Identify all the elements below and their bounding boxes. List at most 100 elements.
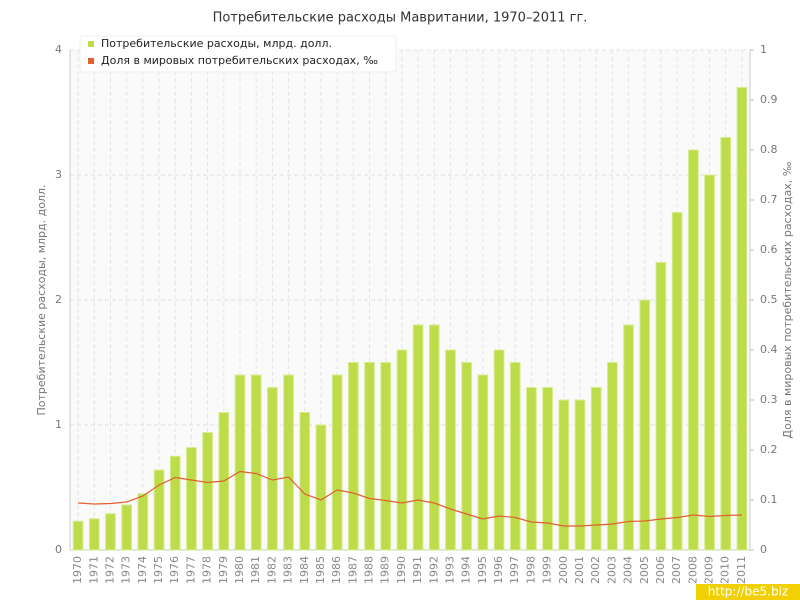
y2-tick-label: 0.6 [760,243,778,256]
x-tick-label: 1974 [136,556,149,584]
bar [687,149,699,551]
x-tick-label: 1973 [120,556,133,584]
x-tick-label: 2000 [557,556,570,584]
bar [299,412,311,551]
x-tick-label: 1976 [168,556,181,584]
legend-swatch [88,58,94,64]
x-tick-label: 1982 [265,556,278,584]
x-tick-label: 2003 [605,556,618,584]
bar [267,387,278,551]
bar [590,387,602,551]
line [78,470,742,527]
y-axis-label: Потребительские расходы, млрд. долл. [35,185,48,416]
bar [655,262,667,551]
x-tick-label: 1992 [427,556,440,584]
y-tick-label: 4 [55,43,62,56]
x-tick-label: 1995 [476,556,489,584]
x-tick-label: 1977 [184,556,197,584]
watermark: http://be5.biz [708,585,788,599]
bar [283,374,294,551]
x-tick-label: 1975 [152,556,165,584]
bar [153,469,165,551]
chart-title: Потребительские расходы Мавритании, 1970… [213,11,588,26]
x-tick-label: 2010 [719,556,732,584]
x-tick-label: 1985 [314,556,327,584]
x-tick-label: 1990 [395,556,408,584]
y2-tick-label: 0.5 [760,293,778,306]
x-tick-label: 1971 [87,556,100,584]
x-tick-label: 1979 [217,556,230,584]
bar [445,349,456,551]
bar [493,349,505,551]
bar [72,520,84,551]
x-tick-label: 1978 [201,556,214,584]
bar [558,399,570,551]
x-tick-label: 2002 [589,556,602,584]
y2-tick-label: 0.3 [760,393,778,406]
x-tick-label: 1987 [346,556,359,584]
x-tick-label: 2004 [622,556,635,584]
x-tick-label: 1972 [103,556,116,584]
bar [234,374,246,551]
bar [331,374,343,551]
x-tick-label: 1999 [541,556,554,584]
y2-tick-label: 0.1 [760,493,778,506]
y-tick-label: 0 [55,543,62,556]
bar [428,324,440,551]
legend-label: Доля в мировых потребительских расходах,… [101,54,378,67]
bar [736,87,748,551]
bar [186,447,197,551]
bar [105,513,116,551]
x-tick-label: 1980 [233,556,246,584]
bar [250,374,262,551]
bar [704,174,715,551]
bar [169,455,181,551]
x-tick-label: 1983 [282,556,295,584]
x-tick-label: 1996 [492,556,505,584]
bar [509,362,521,551]
bar [88,518,100,551]
bar [477,374,489,551]
x-tick-label: 1993 [443,556,456,584]
bar [121,504,133,551]
y2-tick-label: 0.2 [760,443,778,456]
bar [315,424,327,551]
x-tick-label: 1984 [298,556,311,584]
x-tick-label: 2005 [638,556,651,584]
legend-swatch [88,41,94,47]
x-tick-label: 2009 [703,556,716,584]
bar [347,362,359,551]
y2-tick-label: 0.8 [760,143,778,156]
x-tick-label: 2008 [686,556,699,584]
bar [671,212,683,551]
y2-axis-label: Доля в мировых потребительских расходах,… [781,161,794,438]
y-tick-label: 3 [55,168,62,181]
bar [396,349,408,551]
x-tick-label: 2007 [670,556,683,584]
bar [542,387,553,551]
y-tick-label: 1 [55,418,62,431]
bar [202,432,213,551]
bar [720,137,732,551]
x-tick-label: 1994 [460,556,473,584]
y2-tick-label: 0.9 [760,93,778,106]
legend-box [79,35,397,73]
bar [412,324,424,551]
bar [364,362,375,551]
x-tick-label: 1998 [524,556,537,584]
x-tick-label: 1986 [330,556,343,584]
bar [574,399,586,551]
bar [639,299,651,551]
bar [137,493,149,551]
bar [623,324,634,551]
y2-tick-label: 0 [760,543,767,556]
bar [607,362,618,551]
x-tick-label: 1981 [249,556,262,584]
x-tick-label: 1989 [379,556,392,584]
bar [526,387,537,551]
x-tick-label: 1988 [363,556,376,584]
x-tick-label: 2011 [735,556,748,584]
x-tick-label: 1997 [508,556,521,584]
bar [380,362,392,551]
